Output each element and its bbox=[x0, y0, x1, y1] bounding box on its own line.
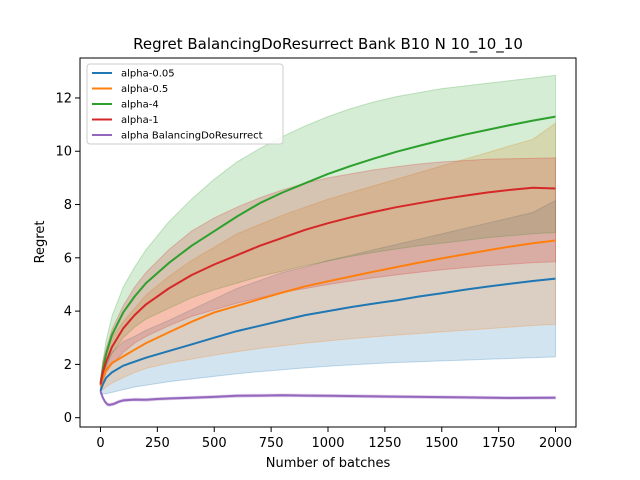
legend-label-4: alpha BalancingDoResurrect bbox=[121, 131, 263, 142]
x-axis-ticks: 0 250 500 750 1000 1250 1500 1750 2000 bbox=[96, 427, 572, 451]
legend: alpha-0.05 alpha-0.5 alpha-4 alpha-1 alpha B… bbox=[86, 63, 284, 145]
y-axis-ticks: 0 2 4 6 8 10 12 bbox=[55, 91, 80, 426]
x-tick-label: 500 bbox=[202, 436, 227, 451]
series-line-4 bbox=[99, 390, 556, 406]
chart-title: Regret BalancingDoResurrect Bank B10 N 1… bbox=[133, 35, 523, 54]
band-3 bbox=[100, 157, 556, 389]
y-tick-label: 8 bbox=[64, 198, 72, 213]
series-line-3 bbox=[99, 186, 556, 385]
band-2 bbox=[100, 74, 556, 386]
series-line-0 bbox=[99, 277, 556, 392]
band-1 bbox=[100, 122, 556, 392]
x-tick-label: 250 bbox=[145, 436, 170, 451]
y-tick-label: 6 bbox=[64, 251, 72, 266]
series-line-2 bbox=[99, 115, 556, 384]
legend-box bbox=[86, 63, 284, 145]
band-0 bbox=[100, 199, 556, 395]
x-tick-label: 2000 bbox=[539, 436, 572, 451]
y-tick-label: 12 bbox=[55, 91, 72, 106]
legend-label-0: alpha-0.05 bbox=[121, 69, 175, 80]
x-tick-label: 1000 bbox=[311, 436, 344, 451]
y-tick-label: 2 bbox=[64, 358, 72, 373]
y-tick-label: 0 bbox=[64, 411, 72, 426]
y-tick-label: 4 bbox=[64, 305, 72, 320]
series-lines bbox=[99, 115, 556, 406]
x-tick-label: 0 bbox=[96, 436, 104, 451]
y-axis-label: Regret bbox=[33, 221, 48, 264]
legend-label-3: alpha-1 bbox=[121, 115, 159, 126]
x-tick-label: 750 bbox=[259, 436, 284, 451]
uncertainty-bands bbox=[100, 74, 556, 407]
x-tick-label: 1250 bbox=[368, 436, 401, 451]
x-tick-label: 1500 bbox=[425, 436, 458, 451]
legend-label-1: alpha-0.5 bbox=[121, 84, 168, 95]
y-tick-label: 10 bbox=[55, 145, 72, 160]
series-line-1 bbox=[99, 239, 556, 386]
x-tick-label: 1750 bbox=[482, 436, 515, 451]
x-axis-label: Number of batches bbox=[266, 456, 391, 471]
legend-label-2: alpha-4 bbox=[121, 100, 159, 111]
